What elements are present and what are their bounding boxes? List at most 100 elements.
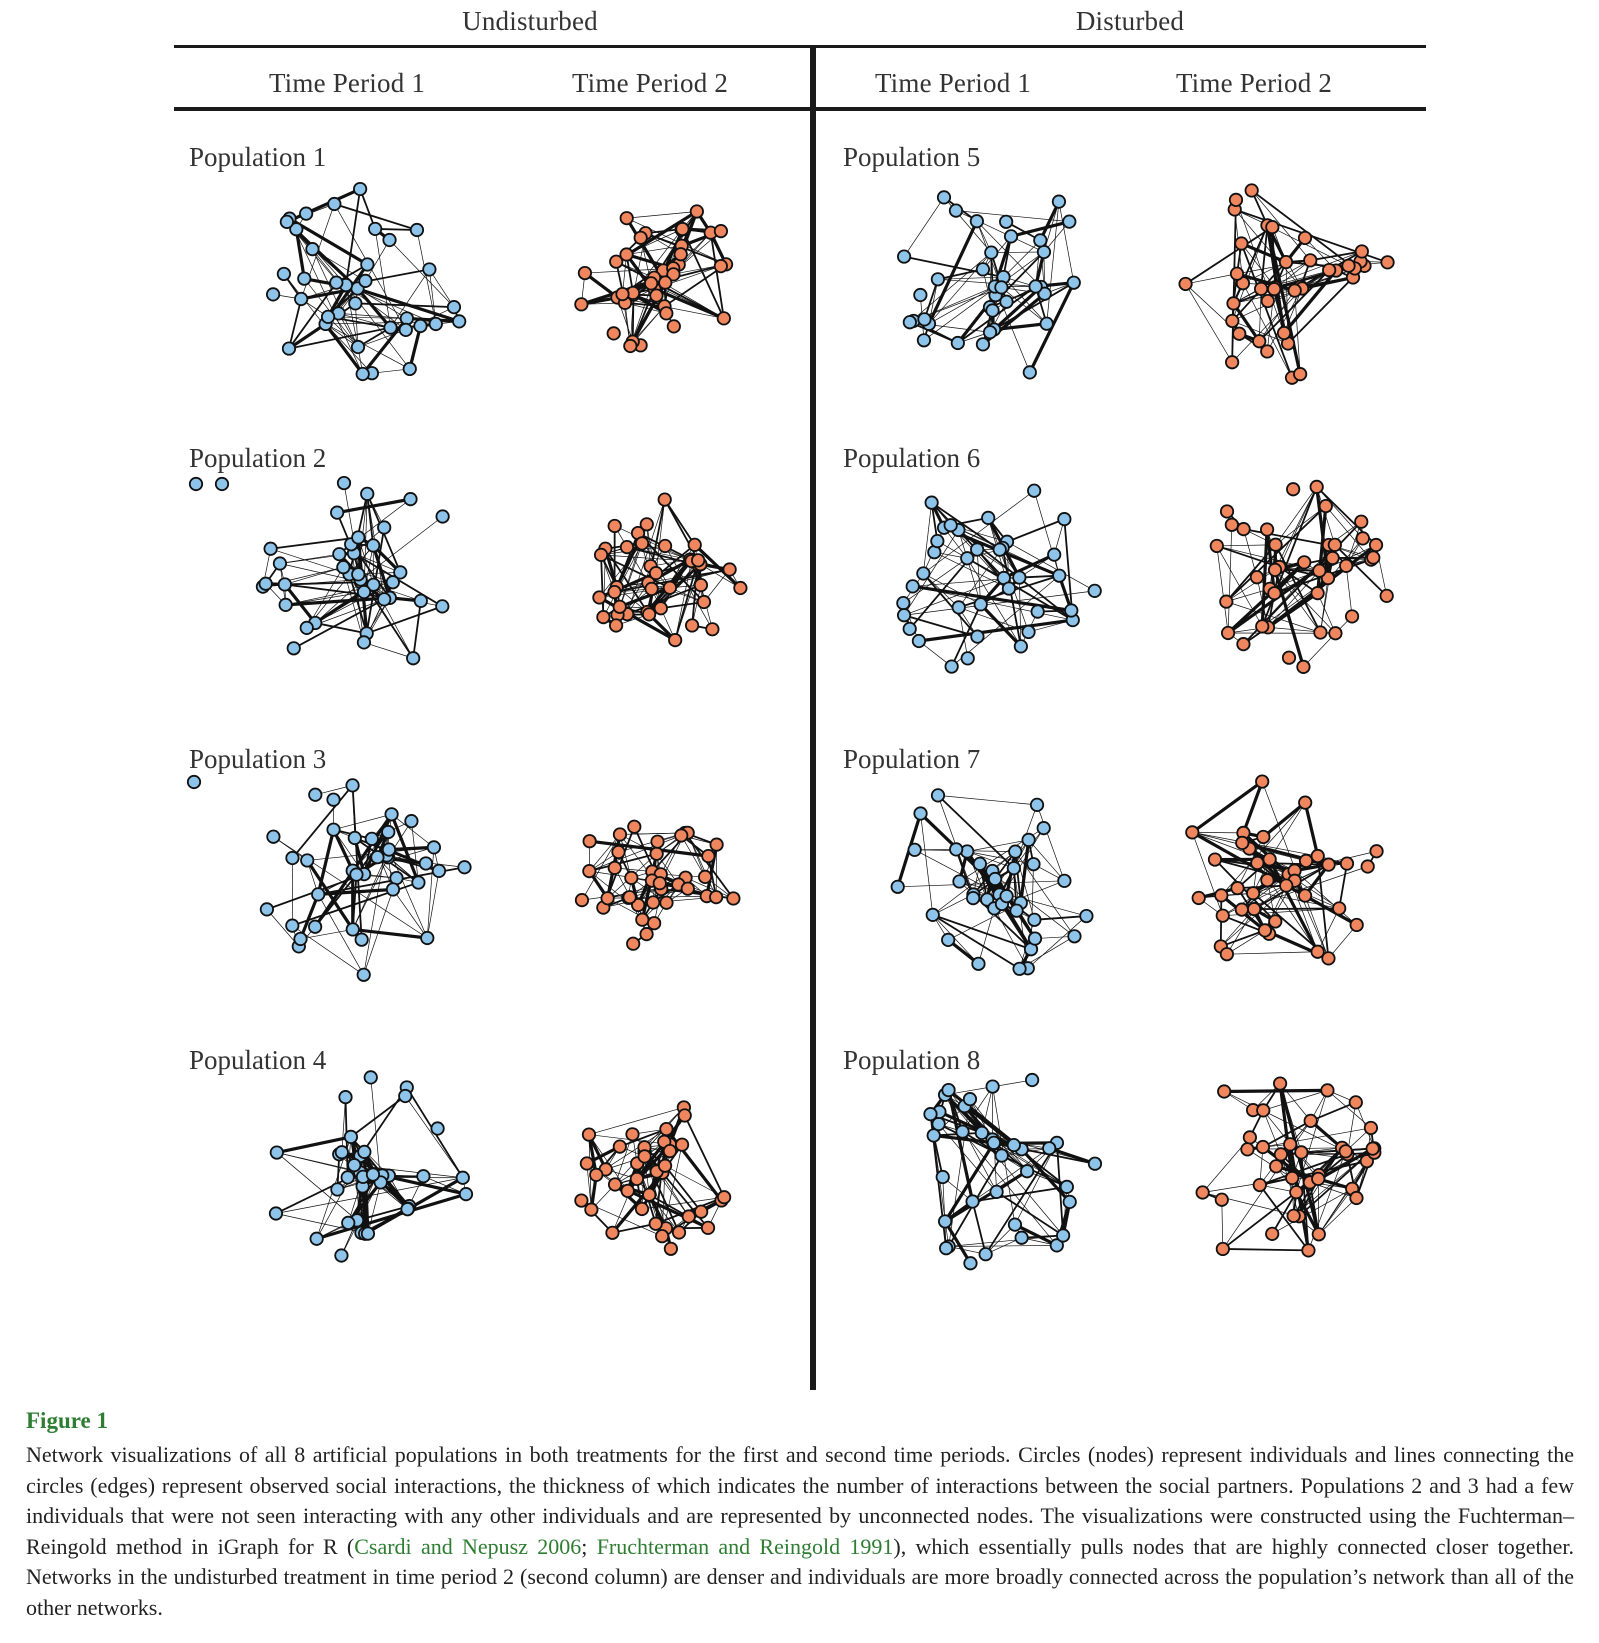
network-node — [311, 887, 326, 902]
network-edge — [966, 557, 1074, 621]
network-node — [384, 807, 399, 822]
network-node — [1219, 594, 1234, 609]
network-node — [300, 853, 315, 868]
network-node — [674, 1137, 690, 1152]
network-node — [890, 879, 905, 894]
network-edge — [615, 260, 725, 320]
network-edge — [1014, 851, 1022, 903]
network-node — [620, 1183, 635, 1199]
network-node — [717, 1190, 732, 1205]
network-edge — [1242, 283, 1293, 378]
network-node — [1297, 230, 1313, 246]
network-node — [1354, 514, 1369, 529]
network-node — [259, 902, 274, 917]
network-node — [1259, 522, 1275, 537]
network-edge — [663, 499, 702, 565]
network-node — [341, 1215, 356, 1231]
network-node — [422, 262, 437, 277]
network-edge — [1003, 553, 1055, 580]
network-edge — [343, 482, 362, 583]
network-node — [605, 1225, 620, 1240]
network-node — [963, 1256, 978, 1271]
network-edge — [374, 228, 391, 328]
network-node — [1030, 604, 1045, 619]
network-node — [1265, 220, 1280, 235]
network-edge — [360, 516, 443, 580]
network-edge — [391, 814, 435, 848]
network-node — [413, 318, 428, 334]
network-node — [662, 580, 678, 595]
network-edge — [338, 313, 407, 319]
network-node — [589, 1167, 604, 1182]
caption-ref-csardi[interactable]: Csardi and Nepusz 2006 — [354, 1533, 582, 1559]
network-node — [657, 1158, 673, 1173]
network-edge — [626, 228, 683, 255]
network-node — [1250, 855, 1265, 871]
network-node — [1256, 1103, 1271, 1118]
network-edge — [923, 502, 932, 574]
network-node — [622, 890, 637, 905]
network-node — [1268, 914, 1283, 929]
network-edge — [350, 1095, 406, 1138]
network-edge — [299, 893, 320, 940]
network-edge — [352, 927, 428, 940]
network-node — [1349, 917, 1364, 933]
network-node — [1219, 504, 1235, 519]
network-node — [916, 333, 932, 348]
network-node — [970, 629, 985, 644]
network-edge — [664, 1165, 702, 1213]
network-edge — [1301, 1152, 1367, 1162]
network-node — [1057, 512, 1072, 527]
network-edge — [994, 908, 1029, 969]
network-node — [938, 1214, 953, 1229]
network-edge — [285, 591, 365, 606]
network-node — [907, 842, 922, 857]
network-node — [1185, 825, 1200, 840]
figure-label: Figure 1 — [26, 1408, 108, 1433]
network-node — [285, 918, 300, 933]
network-edge — [1278, 566, 1319, 594]
network-edge — [1027, 915, 1087, 969]
network-edge — [1231, 288, 1303, 363]
network-edge — [351, 874, 358, 930]
network-node — [1220, 625, 1236, 641]
network-node — [637, 1149, 652, 1164]
network-node — [279, 214, 294, 229]
network-edge — [1310, 250, 1363, 262]
network-node — [404, 814, 419, 829]
network-node — [930, 272, 946, 287]
network-edge — [944, 1094, 983, 1134]
network-edge — [1224, 1091, 1346, 1152]
network-node — [330, 505, 345, 520]
network-node — [430, 1121, 445, 1136]
network-node — [951, 600, 966, 615]
network-node — [1255, 619, 1270, 634]
network-node — [1348, 1095, 1363, 1110]
network-edge — [932, 914, 979, 965]
network-edge — [1274, 486, 1318, 571]
network-edge — [903, 557, 968, 604]
network-edge — [1262, 1120, 1312, 1148]
network-node — [1257, 923, 1272, 938]
network-edge — [937, 794, 1015, 869]
network-edge — [1258, 288, 1262, 342]
network-edge — [603, 888, 688, 908]
network-node — [409, 222, 425, 238]
network-edge — [1014, 1142, 1058, 1225]
network-node — [1009, 903, 1024, 918]
network-node — [582, 864, 597, 879]
network-node — [1057, 873, 1072, 888]
caption-ref-fruchterman[interactable]: Fruchterman and Reingold 1991 — [596, 1533, 894, 1559]
network-edge — [315, 581, 394, 624]
network-node — [905, 579, 920, 594]
network-node — [1268, 537, 1283, 552]
network-edge — [325, 323, 410, 370]
network-node — [607, 518, 622, 534]
network-node — [1255, 1139, 1271, 1155]
network-node — [994, 280, 1009, 295]
network-node — [1255, 774, 1270, 789]
network-node — [1338, 1144, 1353, 1159]
network-node — [943, 518, 958, 533]
